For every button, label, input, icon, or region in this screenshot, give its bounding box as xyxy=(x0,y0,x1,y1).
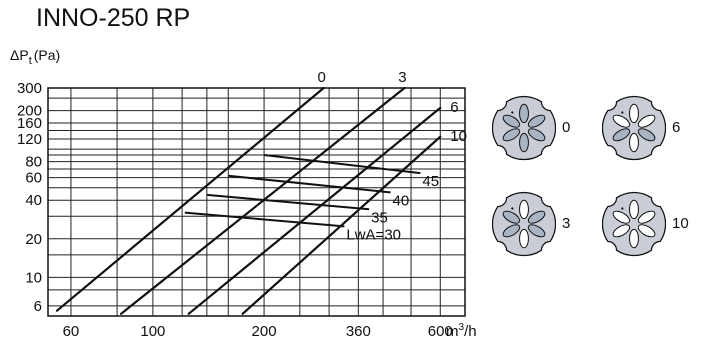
damper-petal-closed xyxy=(502,224,521,238)
damper-petal-closed xyxy=(502,114,521,128)
y-axis-label-unit: (Pa) xyxy=(34,47,60,63)
damper-indicator-dot xyxy=(511,207,514,210)
y-tick-label: 40 xyxy=(25,192,42,209)
damper-position-item: 6 xyxy=(602,95,702,165)
damper-petal-closed xyxy=(612,128,631,142)
sound-level-label: LwA=30 xyxy=(346,226,401,243)
x-axis-label: m3/h xyxy=(446,322,477,340)
damper-petal-closed xyxy=(527,114,546,128)
x-axis-label-prefix: m xyxy=(446,323,459,340)
damper-petal-open xyxy=(629,199,639,220)
damper-petal-open xyxy=(637,224,656,238)
y-tick-label: 120 xyxy=(17,131,42,148)
damper-indicator-dot xyxy=(511,111,514,114)
chart-title: INNO-250 RP xyxy=(36,4,191,32)
damper-petal-open xyxy=(637,114,656,128)
sound-level-label: 40 xyxy=(393,192,410,209)
damper-petal-open xyxy=(612,114,631,128)
sound-level-line xyxy=(206,193,370,211)
damper-position-label: 10 xyxy=(672,215,689,232)
damper-body xyxy=(492,95,556,161)
y-tick-label: 10 xyxy=(25,269,42,286)
damper-position-label: 0 xyxy=(562,119,571,136)
y-axis-label-sub: t xyxy=(29,55,32,67)
x-axis-label-suffix: /h xyxy=(464,323,477,340)
y-tick-label: 160 xyxy=(17,115,42,132)
x-tick-label: 200 xyxy=(252,323,277,340)
grid-layer xyxy=(48,87,465,316)
damper-position-label: 3 xyxy=(562,215,571,232)
series-label: 6 xyxy=(450,99,458,116)
sound-level-label: 35 xyxy=(371,209,388,226)
damper-petal-closed xyxy=(527,128,546,142)
damper-position-item: 10 xyxy=(602,191,702,261)
sound-level-label: 45 xyxy=(422,173,439,190)
damper-icon xyxy=(492,95,556,161)
damper-petal-closed xyxy=(519,103,529,124)
damper-petal-open xyxy=(519,199,529,220)
damper-petal-closed xyxy=(527,224,546,238)
damper-petal-open xyxy=(612,210,631,224)
damper-position-item: 0 xyxy=(492,95,612,165)
damper-body xyxy=(492,191,556,257)
y-tick-label: 200 xyxy=(17,103,42,120)
damper-petal-closed xyxy=(527,210,546,224)
x-tick-label: 100 xyxy=(140,323,165,340)
series-line xyxy=(187,106,442,315)
series-label: 0 xyxy=(317,69,325,86)
y-tick-label: 80 xyxy=(25,154,42,171)
damper-indicator-dot xyxy=(621,111,624,114)
damper-body xyxy=(602,191,666,257)
x-tick-label: 360 xyxy=(346,323,371,340)
damper-petal-closed xyxy=(519,132,529,153)
damper-petal-open xyxy=(519,228,529,249)
damper-position-label: 6 xyxy=(672,119,681,136)
damper-petal-open xyxy=(629,103,639,124)
damper-position-legend: 0 6 3 10 xyxy=(480,95,700,275)
damper-body xyxy=(602,95,666,161)
damper-petal-closed xyxy=(502,128,521,142)
series-line xyxy=(119,86,406,315)
damper-petal-open xyxy=(637,210,656,224)
damper-icon xyxy=(602,95,666,161)
damper-petal-open xyxy=(612,224,631,238)
series-label: 3 xyxy=(398,69,406,86)
y-tick-label: 60 xyxy=(25,170,42,187)
damper-icon xyxy=(492,191,556,257)
sound-level-line xyxy=(228,174,391,194)
x-axis-label-sup: 3 xyxy=(459,322,465,333)
damper-indicator-dot xyxy=(621,207,624,210)
damper-petal-open xyxy=(629,132,639,153)
y-axis-label: ΔPt (Pa) xyxy=(10,47,60,67)
sound-level-line xyxy=(184,211,345,228)
y-tick-label: 6 xyxy=(34,298,42,315)
damper-petal-closed xyxy=(502,210,521,224)
damper-icon xyxy=(602,191,666,257)
y-axis-label-main: ΔP xyxy=(10,47,29,63)
x-tick-label: 60 xyxy=(63,323,80,340)
y-tick-label: 20 xyxy=(25,231,42,248)
y-tick-label: 300 xyxy=(17,80,42,97)
plot-frame xyxy=(47,87,466,317)
x-tick-label: 600 xyxy=(428,323,453,340)
damper-petal-closed xyxy=(637,128,656,142)
series-line xyxy=(55,86,325,312)
sound-level-line xyxy=(263,154,421,175)
damper-petal-open xyxy=(629,228,639,249)
damper-position-item: 3 xyxy=(492,191,612,261)
series-label: 10 xyxy=(450,128,467,145)
